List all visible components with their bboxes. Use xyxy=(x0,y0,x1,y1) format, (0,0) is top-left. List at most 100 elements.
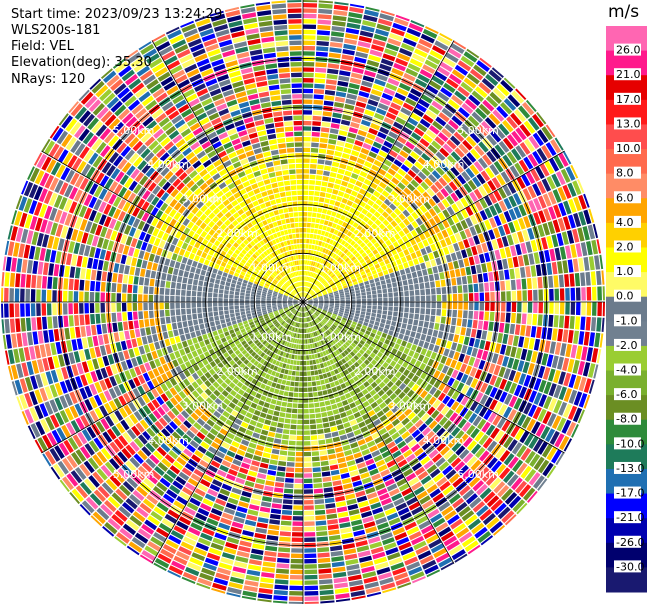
velocity-gate xyxy=(465,266,472,276)
velocity-gate xyxy=(455,326,461,335)
velocity-gate xyxy=(372,83,385,92)
velocity-gate xyxy=(449,135,461,146)
velocity-gate xyxy=(374,136,385,145)
velocity-gate xyxy=(377,293,383,298)
velocity-gate xyxy=(298,344,301,350)
velocity-gate xyxy=(296,360,300,366)
velocity-gate xyxy=(364,204,372,211)
velocity-gate xyxy=(343,242,350,248)
velocity-gate xyxy=(144,319,150,327)
velocity-gate xyxy=(484,252,491,263)
velocity-gate xyxy=(356,295,361,299)
velocity-gate xyxy=(409,58,423,68)
velocity-gate xyxy=(332,480,342,487)
velocity-gate xyxy=(316,35,330,41)
velocity-gate xyxy=(303,387,308,393)
velocity-gate xyxy=(265,545,278,552)
velocity-gate xyxy=(312,207,318,212)
velocity-gate xyxy=(570,164,579,179)
velocity-gate xyxy=(439,32,453,42)
velocity-gate xyxy=(403,285,409,291)
velocity-gate xyxy=(319,595,335,601)
velocity-gate xyxy=(324,297,329,300)
velocity-gate xyxy=(447,294,452,302)
velocity-gate xyxy=(197,335,203,342)
velocity-gate xyxy=(305,254,308,260)
velocity-gate xyxy=(511,148,522,161)
velocity-gate xyxy=(478,185,488,197)
velocity-gate xyxy=(129,329,136,339)
velocity-gate xyxy=(585,316,591,331)
velocity-gate xyxy=(570,344,578,359)
velocity-gate xyxy=(286,461,295,467)
velocity-gate xyxy=(87,336,94,348)
velocity-gate xyxy=(358,35,373,43)
velocity-gate xyxy=(485,95,499,108)
velocity-gate xyxy=(234,302,239,306)
velocity-gate xyxy=(138,345,146,355)
velocity-gate xyxy=(285,380,291,386)
velocity-gate xyxy=(21,332,28,347)
velocity-gate xyxy=(583,331,590,346)
velocity-gate xyxy=(321,272,326,277)
velocity-gate xyxy=(304,516,315,521)
velocity-gate xyxy=(366,291,372,295)
velocity-gate xyxy=(466,424,476,436)
velocity-gate xyxy=(596,270,602,286)
velocity-gate xyxy=(303,419,310,425)
velocity-gate xyxy=(346,93,358,100)
velocity-gate xyxy=(355,325,361,331)
velocity-gate xyxy=(410,179,420,188)
velocity-gate xyxy=(325,84,337,91)
velocity-gate xyxy=(383,302,388,306)
velocity-gate xyxy=(571,424,579,438)
velocity-gate xyxy=(314,288,319,292)
velocity-gate xyxy=(415,302,420,308)
velocity-gate xyxy=(484,373,493,384)
velocity-gate xyxy=(403,262,409,269)
velocity-gate xyxy=(583,378,592,393)
velocity-gate xyxy=(315,418,323,424)
velocity-gate xyxy=(284,369,289,375)
velocity-gate xyxy=(332,287,337,291)
velocity-gate xyxy=(404,121,416,131)
velocity-gate xyxy=(329,272,334,277)
velocity-gate xyxy=(328,290,333,294)
velocity-gate xyxy=(280,525,292,532)
velocity-gate xyxy=(315,51,328,57)
velocity-gate xyxy=(299,328,302,334)
velocity-gate xyxy=(279,531,291,537)
velocity-gate xyxy=(379,336,386,343)
velocity-gate xyxy=(457,127,469,139)
velocity-gate xyxy=(499,450,511,463)
velocity-gate xyxy=(328,308,334,312)
velocity-gate xyxy=(194,356,201,364)
velocity-gate xyxy=(308,403,315,408)
velocity-gate xyxy=(314,256,318,262)
velocity-gate xyxy=(269,519,281,525)
velocity-gate xyxy=(365,211,373,219)
velocity-gate xyxy=(537,129,549,144)
velocity-gate xyxy=(160,317,166,325)
velocity-gate xyxy=(257,473,267,480)
velocity-gate xyxy=(297,414,303,419)
velocity-gate xyxy=(347,237,353,244)
velocity-gate xyxy=(356,302,361,305)
velocity-gate xyxy=(382,343,388,350)
velocity-gate xyxy=(311,456,320,462)
velocity-gate xyxy=(481,263,488,273)
velocity-gate xyxy=(325,503,336,509)
velocity-gate xyxy=(234,309,240,313)
velocity-gate xyxy=(454,147,465,158)
velocity-gate xyxy=(556,171,566,186)
velocity-gate xyxy=(387,168,397,176)
velocity-gate xyxy=(340,412,347,418)
velocity-gate xyxy=(100,313,106,324)
velocity-gate xyxy=(364,70,376,78)
velocity-gate xyxy=(546,354,554,367)
velocity-gate xyxy=(402,317,408,324)
velocity-gate xyxy=(320,127,330,133)
velocity-gate xyxy=(273,487,284,493)
velocity-gate xyxy=(291,532,303,537)
velocity-gate xyxy=(370,122,381,131)
